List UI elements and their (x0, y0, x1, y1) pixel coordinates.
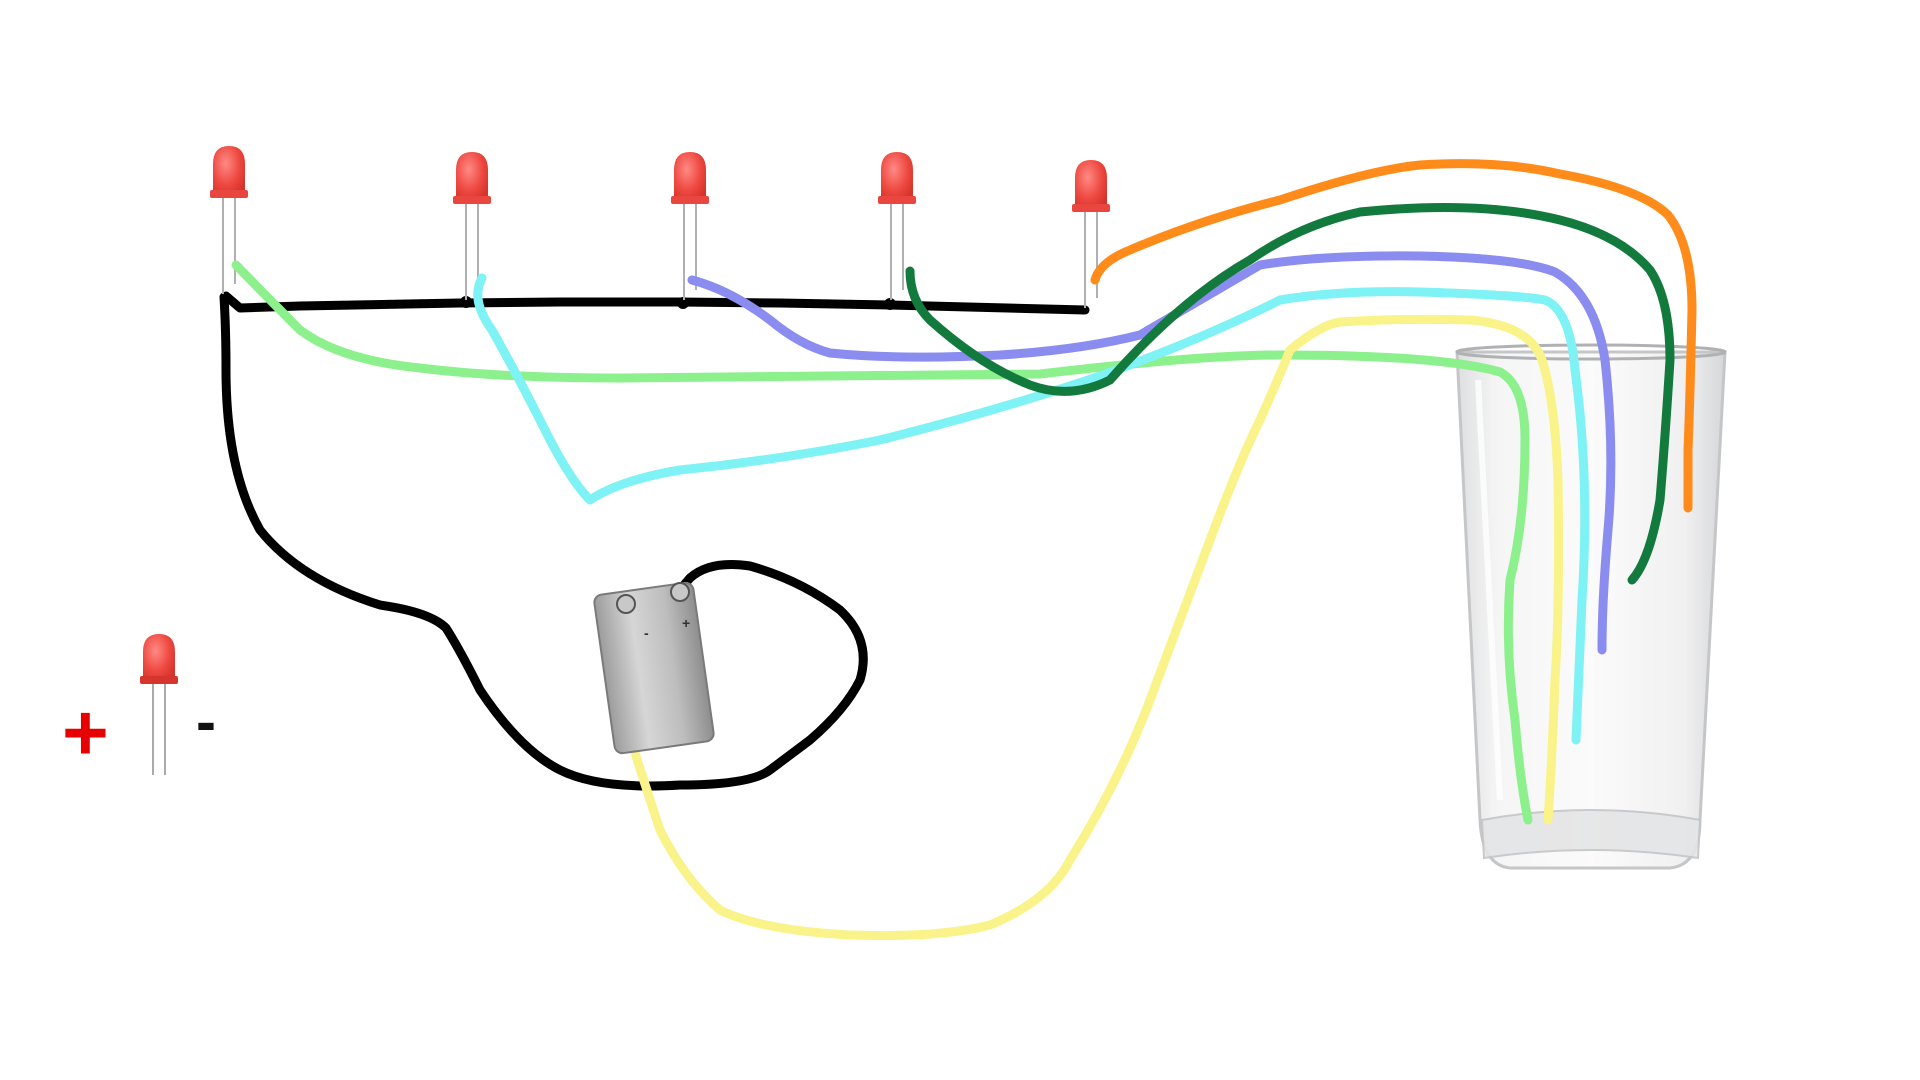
wire-orange (1090, 159, 1697, 513)
led-leg (1084, 208, 1086, 308)
battery-neg-terminal (616, 594, 636, 614)
legend-led-leg-right (164, 677, 166, 775)
junction-3 (884, 298, 896, 310)
led-leg (222, 194, 224, 294)
led-leg (902, 200, 904, 290)
legend-led-rim (140, 676, 178, 684)
colored-wires (231, 159, 1697, 941)
plus-label: + (62, 688, 109, 777)
black-loop (219, 292, 868, 791)
wire-light-green (231, 260, 1533, 825)
led-polarity-legend: + - (62, 634, 216, 777)
led-leg (465, 200, 467, 300)
led-rim (1072, 204, 1110, 212)
wire-dark-green (905, 203, 1675, 585)
led-1 (210, 146, 248, 294)
led-row (210, 146, 1110, 308)
battery-pos-terminal (670, 582, 690, 602)
battery-9v: - + (593, 581, 715, 755)
led-3 (671, 152, 709, 300)
led-4 (878, 152, 916, 300)
legend-led-leg-left (152, 677, 154, 775)
battery-pos-label: + (682, 615, 690, 631)
led-rim (210, 190, 248, 198)
led-2 (453, 152, 491, 300)
led-leg (234, 194, 236, 284)
legend-led (140, 634, 178, 775)
led-leg (477, 200, 479, 290)
led-leg (683, 200, 685, 300)
battery-body (593, 581, 715, 755)
led-rim (453, 196, 491, 204)
junction-1 (460, 296, 472, 308)
glass-base (1480, 809, 1702, 860)
led-dome (456, 152, 488, 202)
led-dome (881, 152, 913, 202)
led-dome (674, 152, 706, 202)
led-leg (1096, 208, 1098, 298)
led-leg (695, 200, 697, 290)
black-rail (221, 291, 1090, 315)
led-rim (671, 196, 709, 204)
minus-label: - (196, 688, 216, 755)
led-leg (890, 200, 892, 300)
battery-neg-label: - (644, 625, 649, 641)
wire-yellow (599, 314, 1564, 941)
glass-highlight (1475, 379, 1503, 801)
led-rim (878, 196, 916, 204)
legend-led-dome (143, 634, 175, 682)
led-5 (1072, 160, 1110, 308)
junction-2 (677, 297, 689, 309)
glass-rim (1455, 343, 1727, 361)
black-wire (219, 291, 1090, 791)
led-dome (1075, 160, 1107, 210)
wire-violet (687, 251, 1616, 655)
led-dome (213, 146, 245, 196)
